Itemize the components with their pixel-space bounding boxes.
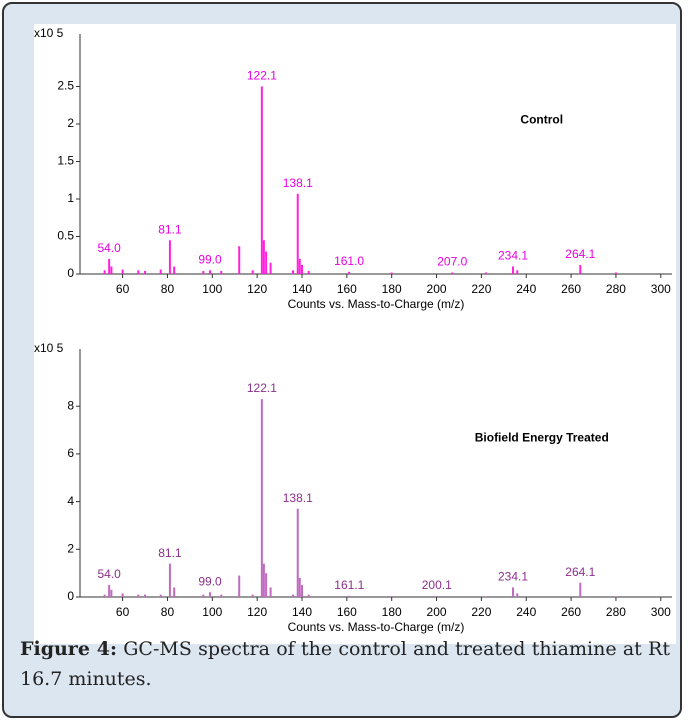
peak-label: 54.0 [97,567,121,581]
peak-label: 138.1 [283,176,313,190]
peak-label: 234.1 [498,249,528,263]
peak-label: 122.1 [247,69,277,83]
x-axis-label: Counts vs. Mass-to-Charge (m/z) [288,620,465,634]
x-tick-label: 100 [202,282,222,296]
peak-label: 161.0 [334,254,364,268]
x-tick-label: 160 [337,282,357,296]
chart: x10 500.511.522.560 80 100 120 140 160 180 200 2… [34,24,676,644]
peak-label: 161.1 [334,578,364,592]
caption: Figure 4: GC-MS spectra of the control a… [20,634,670,694]
x-tick-label: 300 [651,605,671,619]
x-tick-label: 120 [247,605,267,619]
series-annotation: Control [520,113,563,127]
x-tick-label: 100 [202,605,222,619]
peak-label: 200.1 [422,578,452,592]
x-tick-label: 60 [116,282,130,296]
y-tick-label: 2 [67,116,74,130]
x-tick-label: 240 [516,282,536,296]
x-tick-label: 80 [161,282,175,296]
y-unit: x10 5 [34,26,64,40]
peak-label: 138.1 [283,491,313,505]
peak-label: 54.0 [97,241,121,255]
x-tick-label: 300 [651,282,671,296]
y-tick-label: 4 [67,494,74,508]
peak-label: 99.0 [198,574,222,588]
x-tick-label: 220 [471,282,491,296]
peak-label: 81.1 [158,546,182,560]
x-tick-label: 60 [116,605,130,619]
x-tick-label: 200 [427,282,447,296]
caption-label: Figure 4: [20,638,117,660]
y-tick-label: 2.5 [57,79,74,93]
y-tick-label: 8 [67,398,74,412]
x-tick-label: 140 [292,605,312,619]
x-tick-label: 120 [247,282,267,296]
x-tick-label: 200 [427,605,447,619]
y-unit: x10 5 [34,341,64,355]
y-tick-label: 6 [67,446,74,460]
x-tick-label: 180 [382,282,402,296]
x-tick-label: 220 [471,605,491,619]
y-tick-label: 0.5 [57,229,74,243]
x-axis-label: Counts vs. Mass-to-Charge (m/z) [288,297,465,311]
x-tick-label: 280 [606,282,626,296]
series-annotation: Biofield Energy Treated [475,430,609,444]
y-tick-label: 0 [67,266,74,280]
peak-label: 99.0 [198,252,222,266]
x-tick-label: 240 [516,605,536,619]
x-tick-label: 260 [561,605,581,619]
figure-frame: x10 5 0 0.5 1 1.5 2 2.5 60 80 100 120 140 160 180 200 2… [2,2,682,718]
y-tick-label: 0 [67,589,74,603]
caption-text: GC-MS spectra of the control and treated… [20,638,670,690]
x-tick-label: 260 [561,282,581,296]
peak-label: 234.1 [498,570,528,584]
x-tick-label: 80 [161,605,175,619]
y-tick-label: 1.5 [57,154,74,168]
x-tick-label: 160 [337,605,357,619]
x-tick-label: 280 [606,605,626,619]
peak-label: 264.1 [565,247,595,261]
y-tick-label: 2 [67,541,74,555]
x-tick-label: 140 [292,282,312,296]
peak-label: 207.0 [437,255,467,269]
y-tick-label: 1 [67,191,74,205]
peak-label: 81.1 [158,222,182,236]
peak-label: 264.1 [565,565,595,579]
x-tick-label: 180 [382,605,402,619]
peak-label: 122.1 [247,381,277,395]
